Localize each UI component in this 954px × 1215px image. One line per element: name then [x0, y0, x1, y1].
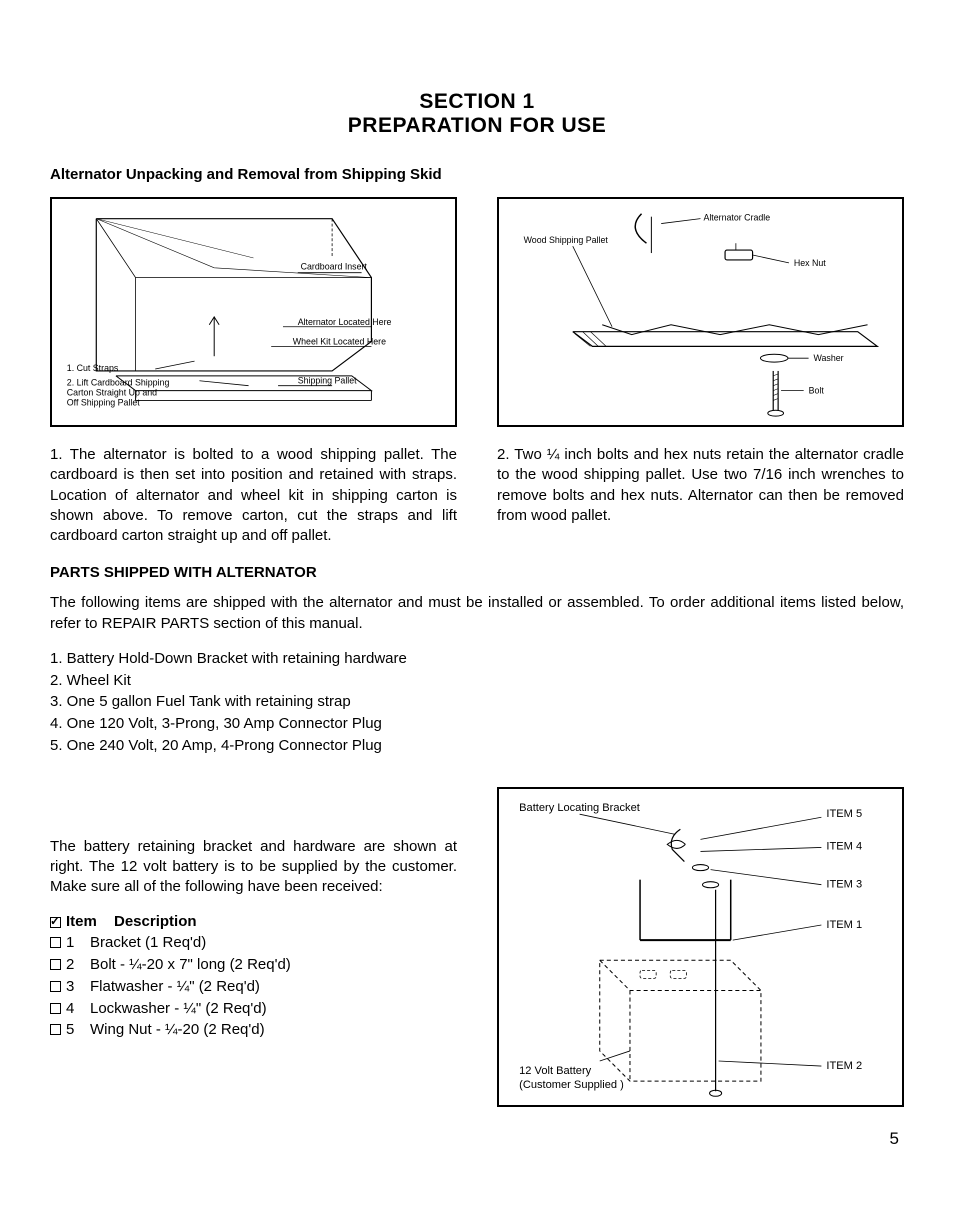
check-row: 3 Flatwasher - ¼" (2 Req'd)	[50, 976, 457, 998]
check-desc: Flatwasher - ¼" (2 Req'd)	[90, 976, 260, 998]
section-number: SECTION 1	[50, 90, 904, 114]
paragraph-1: 1. The alternator is bolted to a wood sh…	[50, 445, 457, 546]
check-row: 5 Wing Nut - ¼-20 (2 Req'd)	[50, 1019, 457, 1041]
check-num: 1	[66, 932, 90, 954]
fig1-lift-label-2: Carton Straight Up and	[67, 388, 157, 398]
battery-paragraph: The battery retaining bracket and hardwa…	[50, 837, 457, 898]
heading-parts: PARTS SHIPPED WITH ALTERNATOR	[50, 564, 904, 581]
figure-2-box: Wood Shipping Pallet Alternator Cradle H…	[497, 197, 904, 427]
fig3-item2-label: ITEM 2	[826, 1060, 862, 1072]
fig2-washer-label: Washer	[814, 353, 844, 363]
lower-row: The battery retaining bracket and hardwa…	[50, 787, 904, 1107]
fig3-batt-label-2: (Customer Supplied )	[519, 1079, 624, 1091]
fig3-item3-label: ITEM 3	[826, 878, 862, 890]
check-num: 2	[66, 954, 90, 976]
parts-item: 5. One 240 Volt, 20 Amp, 4-Prong Connect…	[50, 735, 904, 757]
fig3-item4-label: ITEM 4	[826, 840, 862, 852]
check-row: 2 Bolt - ¼-20 x 7" long (2 Req'd)	[50, 954, 457, 976]
fig2-cradle-label: Alternator Cradle	[703, 213, 770, 223]
page-number: 5	[50, 1129, 904, 1149]
check-num: 5	[66, 1019, 90, 1041]
check-header: Item Description	[50, 913, 457, 930]
fig1-alt-label: Alternator Located Here	[298, 317, 392, 327]
check-list: 1 Bracket (1 Req'd) 2 Bolt - ¼-20 x 7" l…	[50, 932, 457, 1041]
fig3-item5-label: ITEM 5	[826, 808, 862, 820]
fig1-wheel-label: Wheel Kit Located Here	[293, 336, 386, 346]
figure-3-box: Battery Locating Bracket ITEM 5 ITEM 4 I…	[497, 787, 904, 1107]
check-desc: Lockwasher - ¼" (2 Req'd)	[90, 998, 267, 1020]
parts-intro: The following items are shipped with the…	[50, 593, 904, 634]
checkbox-icon	[50, 937, 61, 948]
check-row: 4 Lockwasher - ¼" (2 Req'd)	[50, 998, 457, 1020]
figure-row: Cardboard Insert Alternator Located Here…	[50, 197, 904, 427]
parts-item: 2. Wheel Kit	[50, 670, 904, 692]
fig1-cardboard-label: Cardboard Insert	[301, 262, 368, 272]
fig3-batt-label-1: 12 Volt Battery	[519, 1065, 592, 1077]
figure-1-box: Cardboard Insert Alternator Located Here…	[50, 197, 457, 427]
check-row: 1 Bracket (1 Req'd)	[50, 932, 457, 954]
check-icon	[50, 917, 61, 928]
parts-item: 1. Battery Hold-Down Bracket with retain…	[50, 648, 904, 670]
check-header-item: Item	[66, 913, 114, 930]
fig1-lift-label-3: Off Shipping Pallet	[67, 397, 141, 407]
checkbox-icon	[50, 959, 61, 970]
checkbox-icon	[50, 1024, 61, 1035]
parts-item: 4. One 120 Volt, 3-Prong, 30 Amp Connect…	[50, 713, 904, 735]
check-header-desc: Description	[114, 913, 197, 930]
parts-list: 1. Battery Hold-Down Bracket with retain…	[50, 648, 904, 757]
paragraph-row: 1. The alternator is bolted to a wood sh…	[50, 445, 904, 546]
check-num: 4	[66, 998, 90, 1020]
section-title: PREPARATION FOR USE	[50, 114, 904, 138]
fig2-wood-label: Wood Shipping Pallet	[524, 235, 609, 245]
fig2-hex-label: Hex Nut	[794, 258, 826, 268]
check-desc: Wing Nut - ¼-20 (2 Req'd)	[90, 1019, 265, 1041]
fig3-item1-label: ITEM 1	[826, 919, 862, 931]
fig1-pallet-label: Shipping Pallet	[298, 376, 357, 386]
parts-item: 3. One 5 gallon Fuel Tank with retaining…	[50, 691, 904, 713]
fig1-cut-label: 1. Cut Straps	[67, 363, 119, 373]
check-desc: Bracket (1 Req'd)	[90, 932, 206, 954]
fig1-lift-label-1: 2. Lift Cardboard Shipping	[67, 378, 170, 388]
subheading-unpacking: Alternator Unpacking and Removal from Sh…	[50, 166, 904, 183]
checkbox-icon	[50, 981, 61, 992]
paragraph-2: 2. Two ¼ inch bolts and hex nuts retain …	[497, 445, 904, 546]
checkbox-icon	[50, 1003, 61, 1014]
check-desc: Bolt - ¼-20 x 7" long (2 Req'd)	[90, 954, 291, 976]
fig2-bolt-label: Bolt	[809, 386, 825, 396]
fig3-blb-label: Battery Locating Bracket	[519, 802, 640, 814]
check-num: 3	[66, 976, 90, 998]
